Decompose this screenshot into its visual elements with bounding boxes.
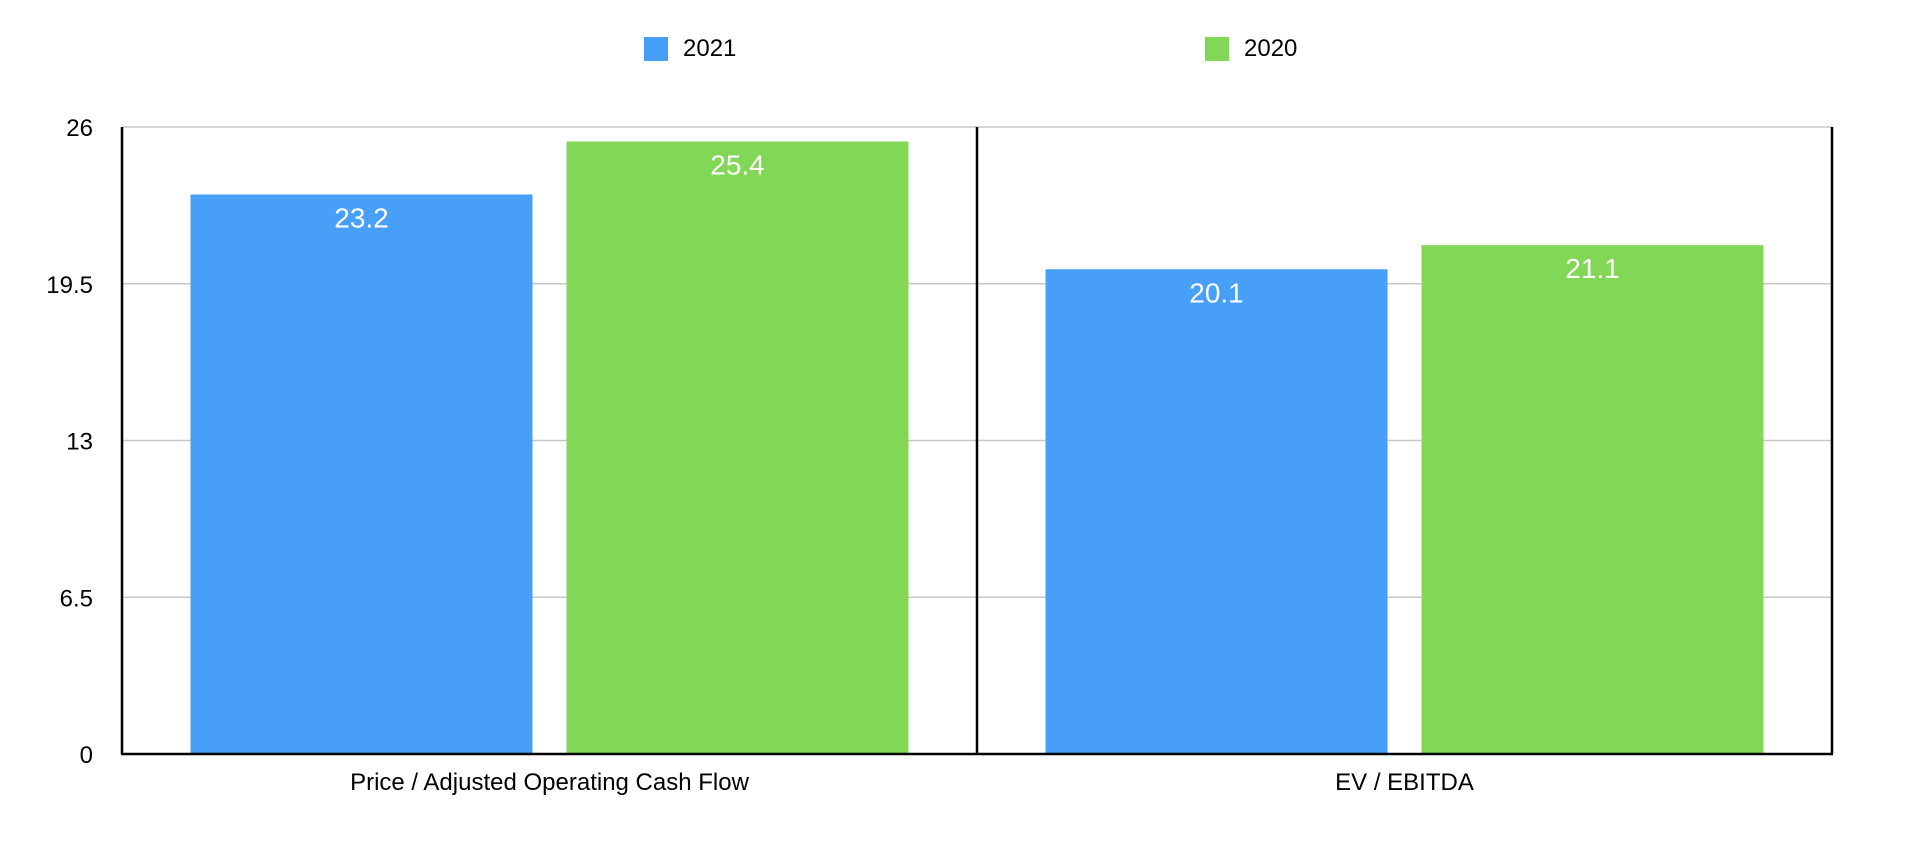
labels: 0 6.5 13 19.5 26 23.2 25.4 Price / Adjusted Ope… [46, 115, 1619, 796]
bar-2020-0 [566, 141, 909, 754]
legend-swatch-2021 [644, 37, 668, 61]
data-label: 20.1 [1189, 277, 1244, 308]
bar-2020-1 [1421, 245, 1764, 754]
axes [120, 127, 1834, 756]
data-label: 21.1 [1565, 253, 1620, 284]
x-category-label: EV / EBITDA [1335, 769, 1474, 796]
y-tick-label: 19.5 [46, 272, 93, 299]
y-tick-label: 26 [66, 115, 93, 142]
y-tick-label: 13 [66, 429, 93, 456]
bar-2021-0 [190, 194, 533, 754]
legend-label-2020: 2020 [1244, 35, 1298, 62]
legend-item-2021: 2021 [644, 34, 736, 64]
legend: 2021 2020 [0, 34, 1906, 64]
legend-swatch-2020 [1205, 37, 1229, 61]
legend-item-2020: 2020 [1205, 34, 1297, 64]
y-tick-label: 6.5 [60, 585, 93, 612]
data-label: 25.4 [710, 149, 765, 180]
y-tick-label: 0 [80, 742, 93, 769]
legend-label-2021: 2021 [683, 35, 737, 62]
x-category-label: Price / Adjusted Operating Cash Flow [350, 769, 750, 796]
data-label: 23.2 [334, 203, 389, 234]
bars [190, 141, 1764, 754]
bar-2021-1 [1045, 269, 1388, 754]
